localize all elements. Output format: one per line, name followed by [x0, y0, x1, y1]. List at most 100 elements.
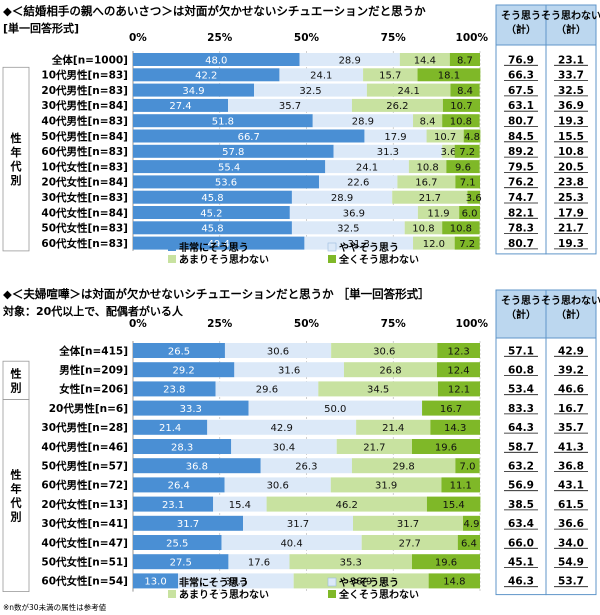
- chart2-bar-segment: [133, 381, 216, 397]
- chart2-data-label: 21.4: [382, 423, 404, 434]
- chart2-summary-value: 56.9: [508, 480, 534, 492]
- chart1-data-label: 16.7: [415, 178, 437, 189]
- chart1-summary-value: 25.3: [558, 192, 584, 204]
- chart2-bar-segment: [356, 419, 431, 435]
- chart1-data-label: 10.8: [450, 224, 472, 235]
- chart1-data-label: 27.4: [169, 101, 191, 112]
- chart1-summary-header-label: （計）: [556, 23, 586, 36]
- chart2-data-label: 23.8: [163, 385, 185, 396]
- chart1-summary-value: 23.1: [558, 54, 584, 66]
- chart2-legend-label: 全くそう思わない: [338, 588, 419, 601]
- chart2-bar-segment: [441, 477, 480, 493]
- chart2-group-box: [2, 360, 30, 401]
- chart2-data-label: 34.5: [367, 385, 389, 396]
- chart1-group-label-char: 性: [11, 131, 22, 145]
- chart2-bar-segment: [411, 439, 480, 454]
- chart1-axis-tick: 75%: [381, 32, 407, 44]
- chart1-data-label: 6.0: [462, 208, 478, 219]
- chart1-data-label: 10.7: [434, 132, 456, 143]
- chart1-row-label: 30代男性[n=84]: [41, 99, 128, 112]
- chart2-bar-segment: [331, 343, 438, 358]
- chart2-summary-value: 53.7: [558, 576, 584, 588]
- chart1-summary-value: 80.7: [508, 116, 534, 128]
- chart1-row-label: 50代女性[n=83]: [41, 222, 128, 235]
- chart2-bar-segment: [422, 400, 480, 416]
- chart2-summary-value: 35.7: [558, 422, 584, 434]
- chart1-summary-value: 63.1: [508, 100, 534, 112]
- chart1-summary-value: 10.8: [558, 146, 584, 158]
- chart2-data-label: 50.0: [324, 404, 346, 415]
- chart1-row-label: 60代男性[n=83]: [41, 145, 128, 158]
- chart2-row-label: 60代女性[n=54]: [41, 575, 128, 588]
- chart1-data-label: 28.9: [352, 117, 374, 128]
- chart1-data-label: 9.6: [455, 162, 471, 173]
- chart1-group-label-char: 別: [10, 173, 22, 187]
- chart1-data-label: 45.8: [201, 193, 223, 204]
- chart1-bar-segment: [133, 83, 255, 97]
- chart1-bar-segment: [325, 160, 409, 174]
- chart1-data-label: 66.7: [238, 132, 260, 143]
- chart2-data-label: 38.9: [350, 577, 372, 588]
- chart1-data-label: 31.3: [377, 147, 399, 158]
- chart1-summary-value: 89.2: [508, 146, 534, 158]
- chart1-bar-segment: [133, 53, 300, 66]
- chart2-axis-tick: 75%: [381, 318, 407, 330]
- chart2-bar-segment: [213, 496, 267, 512]
- chart2-subtitle: 対象：20代以上で、配偶者がいる人: [2, 304, 184, 318]
- chart1-legend-swatch: [328, 255, 336, 263]
- chart1-bar-segment: [442, 144, 455, 158]
- chart2-row-label: 30代男性[n=28]: [41, 421, 128, 434]
- chart2-summary-value: 42.9: [558, 345, 584, 357]
- chart2-axis-tick: 0%: [129, 318, 147, 330]
- chart2-bar-segment: [228, 554, 290, 570]
- chart1-summary-value: 76.2: [508, 177, 534, 189]
- chart1-data-label: 18.1: [438, 71, 460, 82]
- chart2-data-label: 31.6: [278, 366, 300, 377]
- chart1-data-label: 55.4: [218, 162, 240, 173]
- chart2-legend-label: あまりそう思わない: [179, 588, 269, 601]
- chart2-data-label: 6.4: [461, 538, 477, 549]
- chart2-data-label: 4.9: [464, 519, 480, 530]
- chart1-row-label: 全体[n=1000]: [51, 53, 128, 66]
- chart2-summary-value: 54.9: [558, 557, 584, 569]
- chart1-summary-value: 82.1: [508, 207, 534, 219]
- chart2-bar-segment: [352, 515, 463, 531]
- chart2-row-label: 60代男性[n=72]: [41, 479, 128, 492]
- chart1-bar-segment: [397, 175, 456, 189]
- chart2-bar-segment: [215, 381, 319, 397]
- chart2-data-label: 26.8: [379, 366, 401, 377]
- chart1-data-label: 31.3: [348, 239, 370, 250]
- chart2-data-label: 26.4: [168, 481, 190, 492]
- chart2-bar-segment: [343, 362, 437, 378]
- chart2-bar-segment: [178, 573, 294, 589]
- chart2-data-label: 17.6: [248, 558, 270, 569]
- chart1-bar-segment: [279, 68, 364, 82]
- chart1-axis-tick: 25%: [207, 32, 233, 44]
- chart1-legend-swatch: [168, 243, 176, 251]
- chart2-summary-header-label: そう思う: [501, 295, 541, 307]
- chart2-bar-segment: [133, 554, 229, 570]
- chart1-bar-segment: [228, 98, 352, 112]
- chart2-group-label-char: 性: [11, 366, 22, 380]
- chart1-data-label: 24.1: [310, 71, 332, 82]
- chart1-row-label: 40代女性[n=84]: [41, 206, 128, 219]
- chart2-bar-segment: [426, 496, 481, 512]
- chart2-row-label: 40代男性[n=46]: [41, 440, 128, 453]
- chart2-summary-value: 36.6: [558, 518, 584, 530]
- chart2-bar-segment: [133, 343, 225, 358]
- chart1-bar-segment: [417, 206, 460, 219]
- chart2-bar-segment: [234, 362, 344, 378]
- chart1-summary-value: 19.3: [558, 238, 584, 250]
- chart1-data-label: 8.7: [457, 55, 473, 66]
- chart1-data-label: 7.1: [460, 178, 476, 189]
- chart2-summary-value: 64.3: [508, 422, 534, 434]
- chart2-footnote: ※n数が30未満の属性は参考値: [3, 602, 107, 612]
- chart2-axis-tick: 50%: [294, 318, 320, 330]
- chart2-data-label: 27.7: [399, 538, 421, 549]
- chart1-data-label: 7.2: [459, 147, 475, 158]
- chart2-legend-swatch: [328, 590, 336, 598]
- chart1-bar-segment: [463, 129, 481, 143]
- chart1-legend-swatch: [168, 255, 176, 263]
- chart1-data-label: 15.7: [379, 71, 401, 82]
- chart2-bar-segment: [133, 515, 243, 531]
